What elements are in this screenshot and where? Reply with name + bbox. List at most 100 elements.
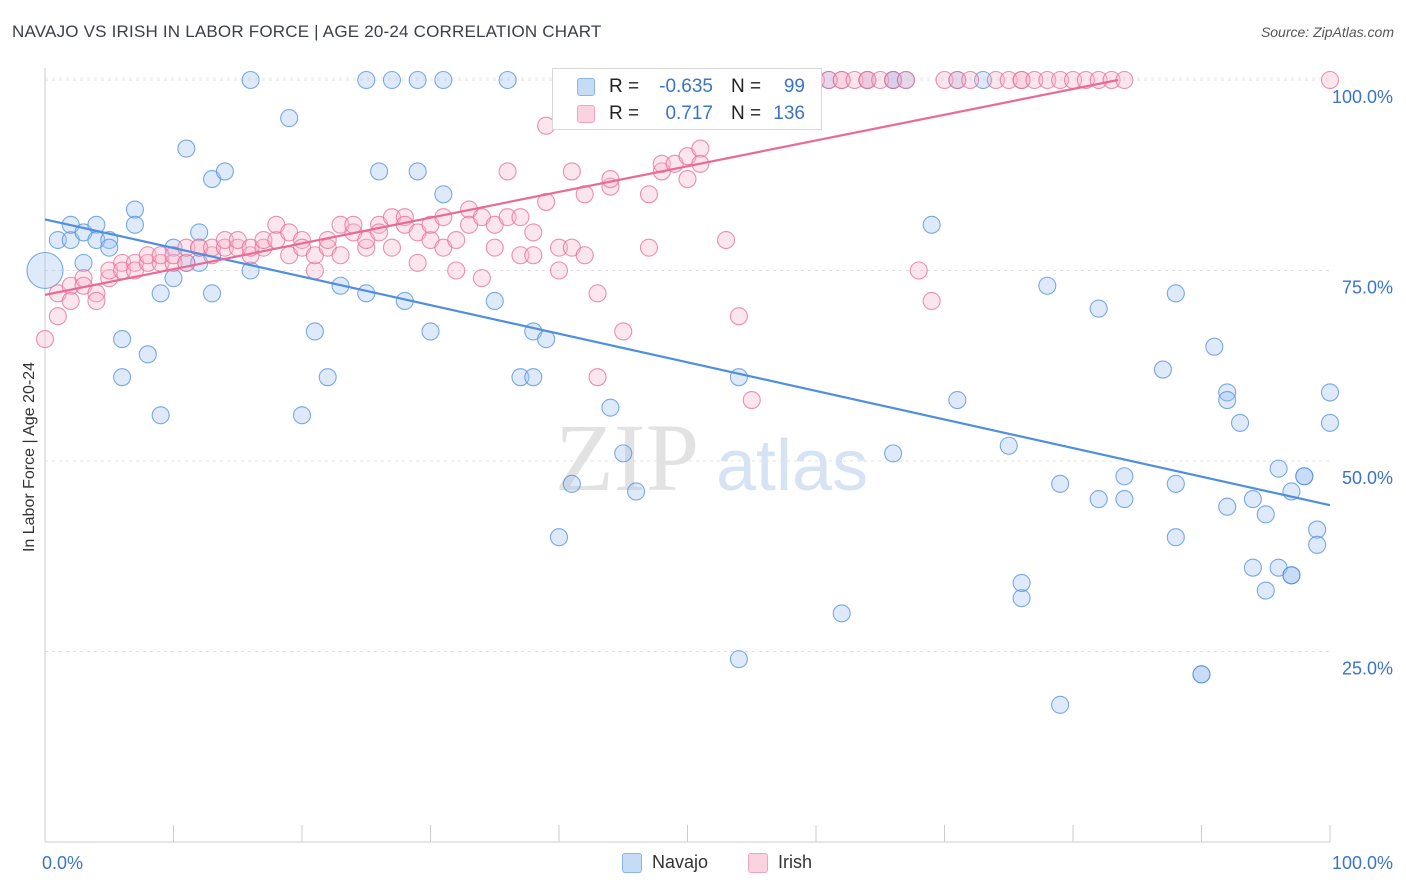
n-value: 136	[773, 103, 805, 124]
data-point	[511, 246, 530, 265]
data-point	[1256, 505, 1275, 524]
axes	[44, 68, 1331, 843]
data-point	[357, 238, 376, 257]
data-point	[549, 238, 569, 257]
r-label: R =	[609, 76, 640, 97]
data-point	[986, 70, 1005, 90]
data-point	[344, 215, 363, 234]
data-point	[1051, 70, 1070, 90]
data-point	[729, 650, 748, 669]
data-point	[832, 70, 851, 90]
data-point	[1102, 70, 1121, 90]
data-point	[408, 70, 427, 90]
data-point	[125, 215, 144, 234]
irish-legend-swatch	[748, 852, 768, 873]
data-point	[1115, 467, 1134, 486]
x-tick-label: 100.0%	[1332, 853, 1393, 873]
data-point	[498, 70, 517, 90]
trend-lines	[44, 78, 1331, 507]
data-point	[254, 230, 273, 250]
data-point	[485, 291, 504, 311]
data-point	[858, 70, 877, 90]
legend-item-navajo[interactable]: Navajo	[622, 852, 708, 873]
data-point	[125, 200, 144, 219]
legend-label-irish: Irish	[778, 852, 813, 872]
data-point	[716, 230, 736, 250]
irish-swatch	[577, 105, 595, 123]
data-point	[832, 604, 851, 623]
n-label: N =	[731, 103, 762, 124]
data-point	[1012, 589, 1031, 608]
data-point	[1218, 390, 1237, 410]
data-point	[190, 223, 209, 242]
y-tick-label: 25.0%	[1342, 659, 1393, 679]
watermark: ZIP atlas	[555, 404, 868, 511]
data-point	[562, 474, 581, 493]
y-tick-label: 50.0%	[1342, 468, 1393, 488]
series-navajo	[26, 70, 1340, 714]
data-point	[1218, 383, 1237, 402]
data-point	[1308, 520, 1327, 539]
data-point	[164, 253, 183, 272]
legend-item-irish[interactable]: Irish	[748, 852, 812, 873]
data-point	[884, 70, 903, 90]
data-point	[1115, 70, 1134, 90]
data-point	[280, 109, 299, 128]
data-point	[1256, 581, 1275, 600]
data-point	[1205, 337, 1224, 356]
data-point	[305, 261, 324, 280]
data-point	[177, 139, 196, 158]
data-point	[498, 162, 517, 181]
data-point	[357, 284, 376, 303]
data-point	[87, 291, 106, 311]
data-point	[1308, 535, 1327, 554]
trend-line-irish	[44, 78, 1119, 296]
n-value: 99	[783, 76, 805, 97]
data-point	[1076, 70, 1095, 90]
data-point	[382, 70, 402, 90]
data-point	[639, 185, 659, 204]
data-point	[203, 284, 222, 303]
data-point	[511, 368, 530, 387]
data-point	[524, 223, 543, 242]
data-point	[318, 368, 337, 387]
r-label: R =	[609, 103, 640, 124]
data-point	[909, 261, 928, 280]
data-point	[1153, 360, 1172, 379]
data-point	[511, 208, 530, 227]
data-point	[588, 284, 607, 303]
data-point	[1166, 528, 1185, 547]
data-point	[678, 170, 697, 189]
legend-label-navajo: Navajo	[652, 852, 709, 872]
data-point	[61, 291, 80, 311]
data-point	[35, 330, 55, 349]
r-value: -0.635	[659, 76, 713, 97]
data-point	[357, 70, 376, 90]
data-point	[729, 368, 748, 387]
data-point	[215, 162, 234, 181]
data-point	[1025, 70, 1044, 90]
data-point	[627, 482, 646, 501]
legend-row-irish: R = 0.717 N = 136	[553, 101, 821, 127]
data-point	[1320, 413, 1340, 432]
y-tick-label: 75.0%	[1342, 278, 1393, 298]
data-point	[562, 162, 581, 181]
data-point	[601, 170, 620, 189]
data-point	[948, 390, 967, 410]
legend-series: Navajo Irish	[0, 850, 1406, 878]
watermark-atlas: atlas	[716, 426, 868, 506]
data-point	[48, 307, 67, 326]
data-point	[1243, 490, 1262, 509]
data-point	[549, 261, 569, 280]
data-point	[382, 238, 402, 257]
tick-labels: 25.0% 50.0% 75.0% 100.0% 0.0% 100.0%	[42, 87, 1393, 873]
data-point	[292, 406, 312, 425]
r-value: 0.717	[665, 103, 713, 124]
data-point	[614, 444, 633, 463]
navajo-swatch	[577, 78, 595, 96]
data-point	[138, 345, 157, 364]
data-point	[1166, 284, 1185, 303]
source-label: Source: ZipAtlas.com	[1260, 24, 1394, 40]
data-point	[241, 70, 260, 90]
